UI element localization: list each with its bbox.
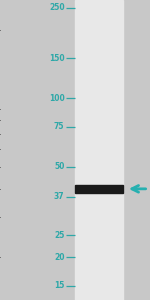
Bar	[75, 0, 123, 300]
Text: 100: 100	[49, 94, 64, 103]
Text: 150: 150	[49, 54, 64, 63]
Text: 37: 37	[54, 192, 64, 201]
Text: 20: 20	[54, 253, 64, 262]
Text: 250: 250	[49, 3, 64, 12]
Text: 25: 25	[54, 231, 64, 240]
Text: 75: 75	[54, 122, 64, 131]
Text: 15: 15	[54, 281, 64, 290]
Bar	[75, 185, 123, 193]
Text: 50: 50	[54, 162, 64, 171]
